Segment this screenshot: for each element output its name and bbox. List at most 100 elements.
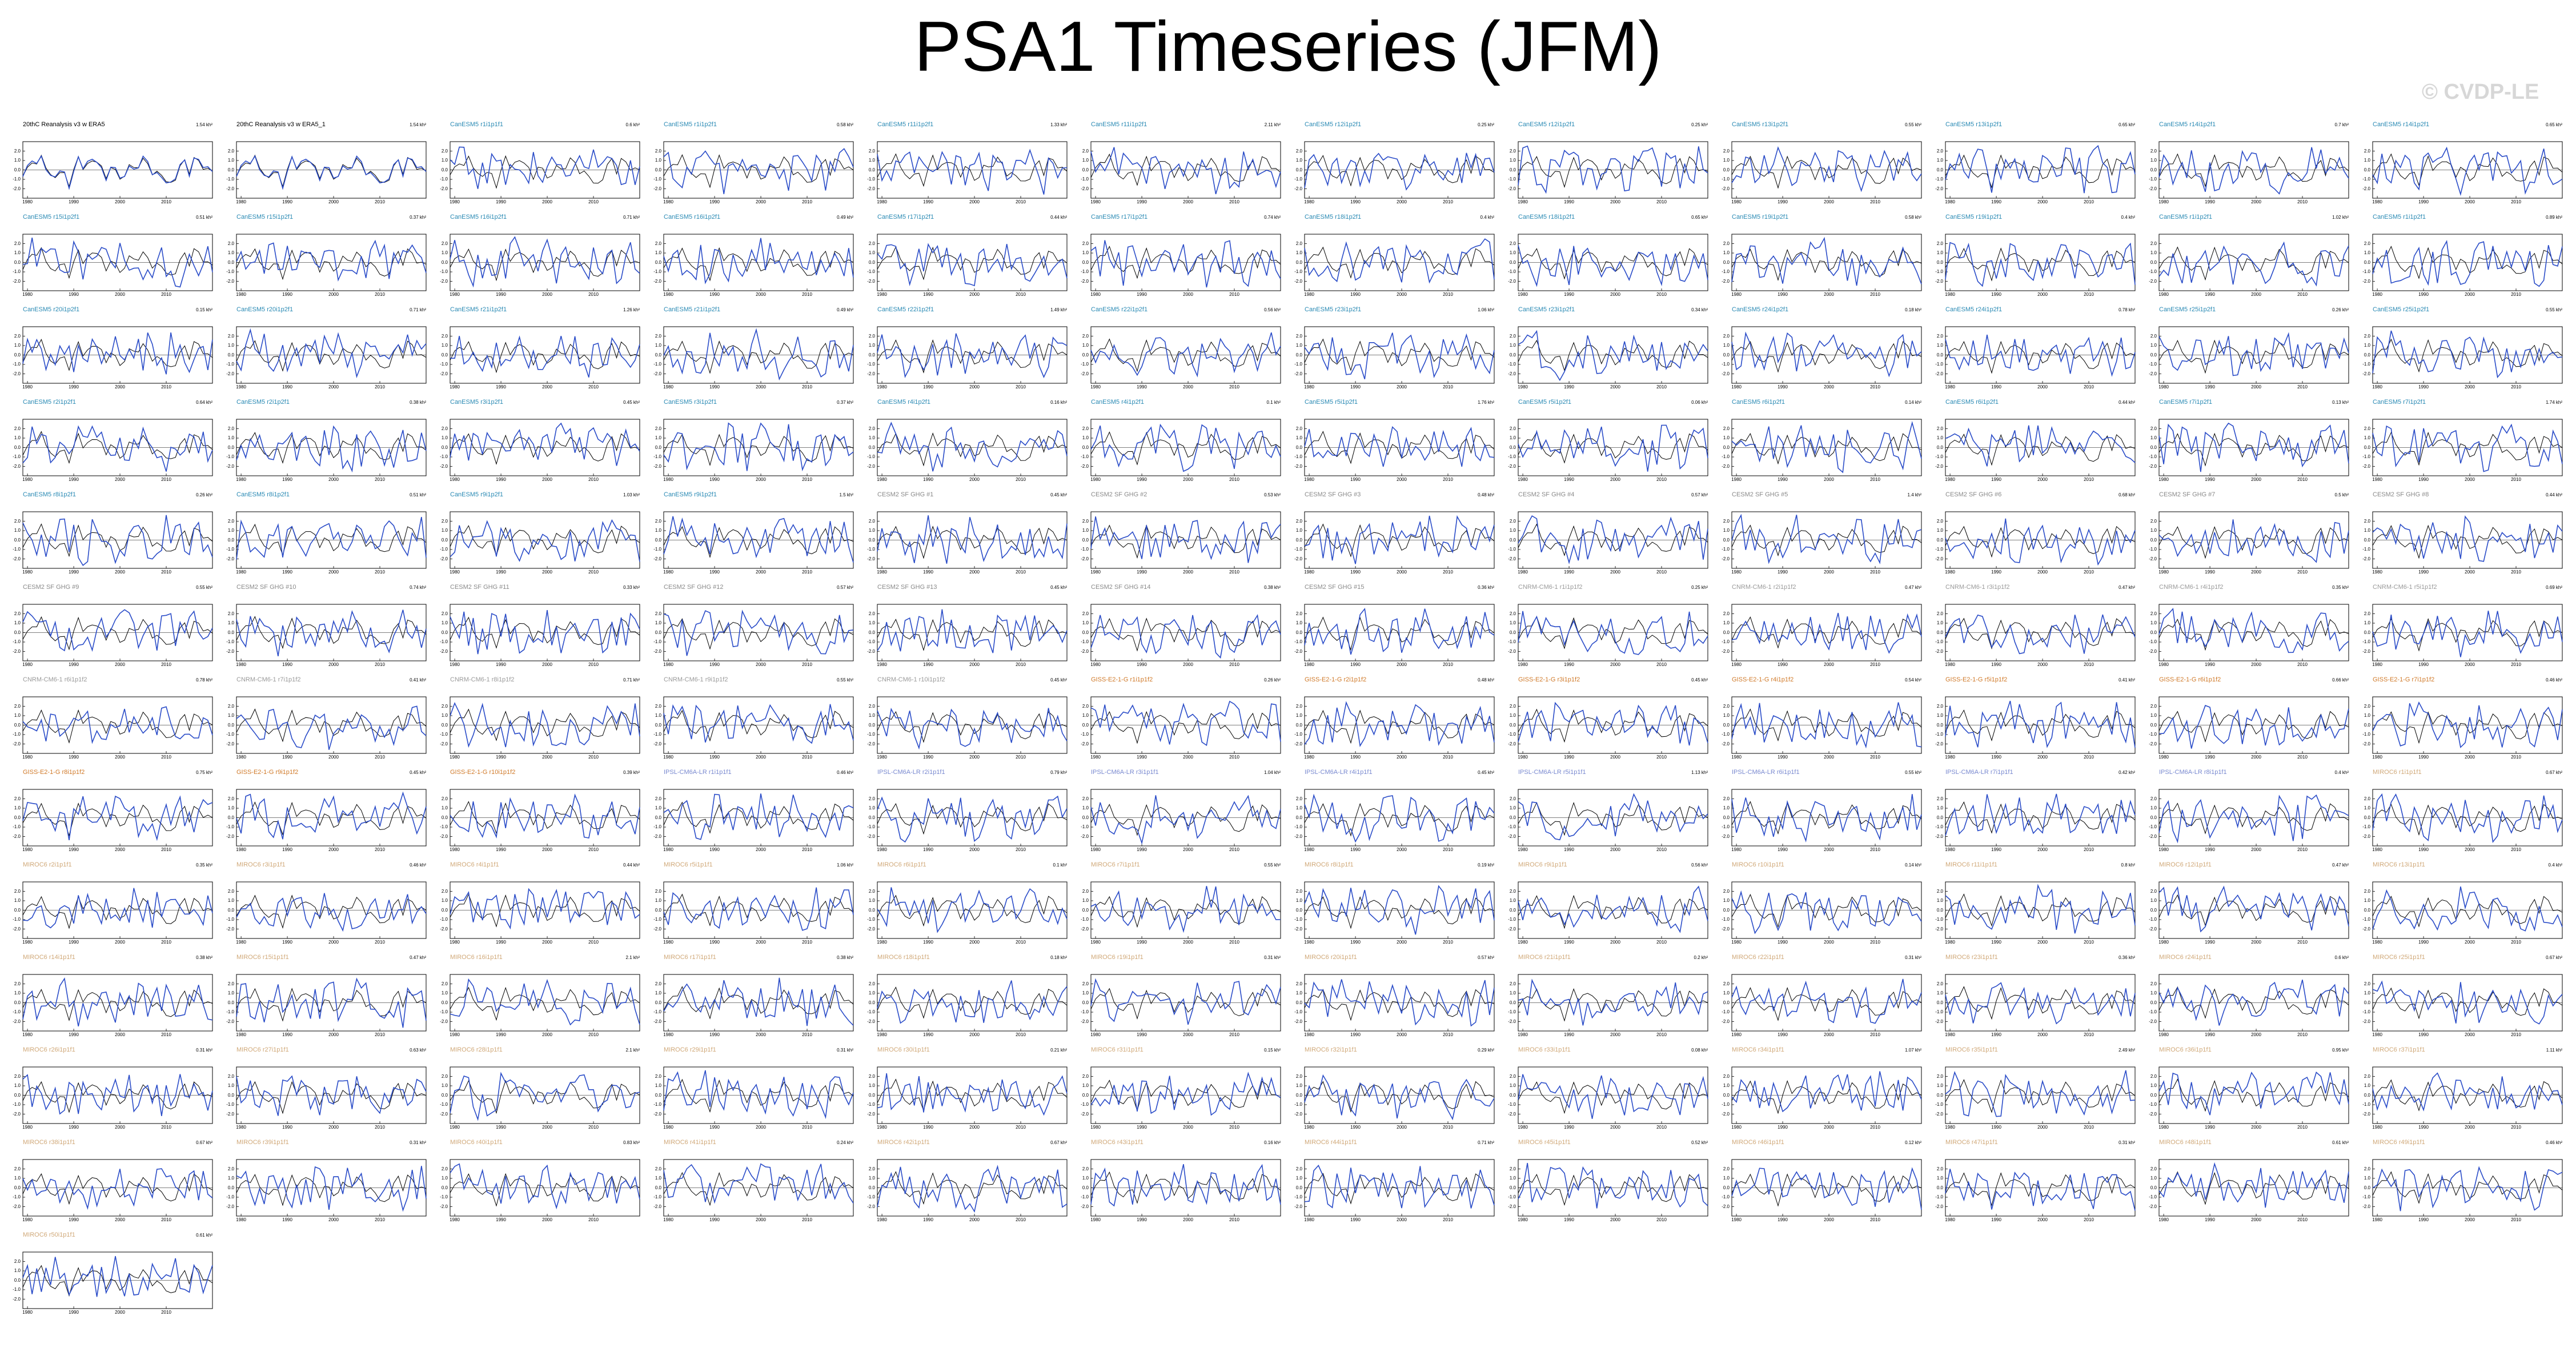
chart-panel: GISS-E2-1-G r2i1p1f2 0.48 kh² 2.0 1.0 0.0 -1.… [1287,675,1499,764]
chart-panel: CNRM-CM6-1 r2i1p1f2 0.47 kh² 2.0 1.0 0.0 -1.0… [1715,583,1926,671]
panel-title: CNRM-CM6-1 r2i1p1f2 [1732,584,1796,591]
panel-title: CanESM5 r9i1p2f1 [450,491,503,498]
x-tick-label: 1990 [2418,1217,2429,1222]
panel-plot [1731,881,1922,939]
y-tick-label: 0.0 [1509,1000,1516,1005]
reference-series-line [663,618,854,650]
x-tick-label: 1990 [709,569,720,575]
x-tick-label: 2000 [115,1217,125,1222]
y-tick-label: -1.0 [653,1194,661,1199]
chart-panel: MIROC6 r8i1p1f1 0.19 kh² 2.0 1.0 0.0 -1.0 -2.0… [1287,860,1499,949]
panel-plot [1518,511,1708,569]
y-tick-label: 0.0 [14,1185,21,1190]
x-tick-label: 2000 [542,755,552,760]
panel-title: MIROC6 r6i1p1f1 [877,861,926,868]
y-tick-label: 2.0 [227,240,234,246]
x-tick-label: 1980 [1090,1125,1101,1130]
y-tick-label: 1.0 [441,620,448,625]
y-tick-label: 1.0 [1936,250,1943,255]
y-tick-label: -2.0 [1935,463,1943,469]
panel-variance-label: 0.52 kh² [1691,1140,1708,1145]
reference-series-line [1090,524,1281,559]
y-tick-label: -1.0 [13,176,21,182]
panel-title: CanESM5 r14i1p2f1 [2159,121,2216,128]
panel-variance-label: 0.38 kh² [410,400,426,405]
x-tick-label: 2010 [1656,569,1667,575]
y-tick-label: -2.0 [1935,648,1943,654]
chart-panel: CESM2 SF GHG #9 0.55 kh² 2.0 1.0 0.0 -1.0 -2.0… [6,583,217,671]
y-tick-label: 0.0 [441,1000,448,1005]
x-tick-label: 2010 [375,569,385,575]
panel-plot [236,789,427,846]
panel-variance-label: 0.67 kh² [196,1140,212,1145]
x-tick-label: 1980 [450,292,460,297]
y-tick-label: -1.0 [1935,547,1943,552]
panel-variance-label: 1.04 kh² [1264,770,1281,775]
panel-plot [2372,511,2563,569]
x-tick-label: 2010 [1016,1217,1026,1222]
reference-series-line [1945,434,2136,466]
y-tick-label: 2.0 [227,611,234,616]
y-tick-label: 2.0 [1936,981,1943,986]
y-tick-label: -2.0 [13,556,21,561]
panel-variance-label: 0.8 kh² [2121,862,2135,868]
panel-variance-label: 0.38 kh² [1264,585,1281,590]
model-series-line [1945,884,2136,934]
chart-panel: CanESM5 r20i1p2f1 0.71 kh² 2.0 1.0 0.0 -1.0 -2… [219,305,431,394]
y-tick-label: 2.0 [655,888,661,894]
panel-title: CNRM-CM6-1 r1i1p1f2 [1518,584,1583,591]
y-tick-label: -2.0 [1722,1018,1730,1024]
panel-title: IPSL-CM6A-LR r7i1p1f1 [1945,769,2013,776]
panel-variance-label: 0.46 kh² [837,770,853,775]
x-tick-label: 2000 [1397,1125,1407,1130]
y-tick-label: -1.0 [2362,547,2370,552]
model-series-line [2158,885,2349,933]
reference-series-line [1518,708,1708,743]
panel-title: CESM2 SF GHG #13 [877,584,937,591]
y-tick-label: -2.0 [2149,463,2157,469]
x-tick-label: 1980 [236,477,246,482]
x-tick-label: 1990 [282,940,292,945]
panel-variance-label: 0.69 kh² [2546,585,2562,590]
panel-title: MIROC6 r23i1p1f1 [1945,954,1998,961]
panel-variance-label: 1.13 kh² [1691,770,1708,775]
panel-plot [1518,419,1708,476]
x-tick-label: 2000 [1397,755,1407,760]
y-tick-label: -1.0 [1508,917,1516,922]
y-tick-label: 2.0 [441,703,448,709]
y-tick-label: 1.0 [1723,898,1730,903]
x-tick-label: 1980 [1090,847,1101,852]
chart-panel: GISS-E2-1-G r8i1p1f2 0.75 kh² 2.0 1.0 0.0 -1.… [6,768,217,856]
chart-panel: 20thC Reanalysis v3 w ERA5 1.54 kh² 2.0 1.0… [6,120,217,208]
panel-title: GISS-E2-1-G r10i1p1f2 [450,769,516,776]
panel-title: CanESM5 r21i1p2f1 [450,306,507,313]
y-tick-label: -2.0 [2149,278,2157,284]
chart-panel: MIROC6 r32i1p1f1 0.29 kh² 2.0 1.0 0.0 -1.0 -2.… [1287,1045,1499,1134]
y-tick-label: -2.0 [440,833,448,839]
y-tick-label: 2.0 [441,1166,448,1172]
panel-plot [1731,789,1922,846]
x-tick-label: 2010 [588,847,599,852]
x-tick-label: 2010 [1870,292,1880,297]
chart-panel: MIROC6 r3i1p1f1 0.46 kh² 2.0 1.0 0.0 -1.0 -2.0… [219,860,431,949]
x-tick-label: 2000 [1397,477,1407,482]
reference-series-line [663,154,854,188]
y-tick-label: -2.0 [1722,186,1730,191]
chart-panel: CNRM-CM6-1 r9i1p1f2 0.55 kh² 2.0 1.0 0.0 -1.0… [647,675,858,764]
y-tick-label: -2.0 [2149,648,2157,654]
y-tick-label: 2.0 [1509,611,1516,616]
chart-panel: CNRM-CM6-1 r7i1p1f2 0.41 kh² 2.0 1.0 0.0 -1.0… [219,675,431,764]
panel-title: MIROC6 r7i1p1f1 [1091,861,1140,868]
y-tick-label: 0.0 [655,167,661,172]
x-tick-label: 2010 [1870,662,1880,667]
y-tick-label: -1.0 [1722,547,1730,552]
y-tick-label: 0.0 [1723,629,1730,635]
x-tick-label: 2000 [969,292,980,297]
x-tick-label: 2010 [1870,940,1880,945]
x-tick-label: 1980 [2372,569,2382,575]
panel-title: CanESM5 r25i1p2f1 [2373,306,2430,313]
x-tick-label: 2010 [588,292,599,297]
reference-series-line [1090,338,1281,372]
y-tick-label: 0.0 [1295,1092,1302,1098]
x-tick-label: 1990 [1137,292,1147,297]
